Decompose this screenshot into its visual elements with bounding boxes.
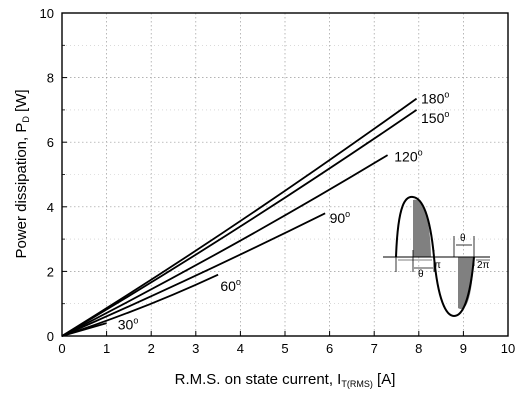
x-tick-label: 1: [103, 341, 110, 356]
degree-sign: o: [236, 277, 241, 287]
y-tick-label: 6: [47, 135, 54, 150]
x-axis-title-unit: [A]: [373, 371, 396, 388]
series-line-60: [61, 273, 219, 337]
y-tick-label: 0: [47, 329, 54, 344]
y-axis-title-main: Power dissipation, P: [13, 123, 30, 259]
degree-sign: o: [133, 316, 138, 326]
series-line-90: [61, 212, 326, 337]
series-line-180: [61, 97, 418, 337]
x-tick-label: 3: [192, 341, 199, 356]
inset-label-theta-top: θ: [460, 233, 466, 244]
degree-sign: o: [418, 148, 423, 158]
x-tick-label: 10: [501, 341, 515, 356]
inset-label-theta-bottom: θ: [418, 269, 424, 280]
x-tick-label: 2: [148, 341, 155, 356]
x-tick-label: 5: [281, 341, 288, 356]
series-label-150: 150o: [421, 109, 449, 126]
series-labels: 30o 60o 90o 120o 150o 180o: [118, 90, 450, 333]
y-axis-title-unit: [W]: [13, 89, 30, 116]
x-tick-label: 0: [58, 341, 65, 356]
axis-ticks: 0 1 2 3 4 5 6 7 8 9 10 0 2 4 6 8 10: [40, 6, 516, 356]
y-axis-title: Power dissipation, PD [W]: [13, 89, 31, 258]
inset-label-2pi: 2π: [477, 260, 490, 271]
series-line-150: [61, 109, 418, 337]
series-label-60: 60o: [220, 277, 241, 294]
inset-negative-shaded: [458, 257, 474, 310]
conduction-angle-inset: θ π θ 2π: [383, 195, 490, 318]
x-tick-label: 9: [460, 341, 467, 356]
x-tick-label: 4: [237, 341, 244, 356]
x-tick-label: 6: [326, 341, 333, 356]
x-axis-title-sub: T(RMS): [341, 379, 373, 389]
series-label-180: 180o: [421, 90, 449, 107]
degree-sign: o: [444, 109, 449, 119]
inset-label-pi: π: [434, 260, 441, 271]
degree-sign: o: [345, 209, 350, 219]
x-tick-label: 8: [415, 341, 422, 356]
series-label-30: 30o: [118, 316, 139, 333]
x-tick-label: 7: [371, 341, 378, 356]
y-axis-title-sub: D: [21, 116, 31, 123]
series-line-120: [61, 154, 389, 337]
series-label-90: 90o: [330, 209, 351, 226]
degree-sign: o: [444, 90, 449, 100]
y-tick-label: 4: [47, 200, 54, 215]
series-group: [61, 97, 418, 337]
x-axis-title: R.M.S. on state current, IT(RMS) [A]: [175, 371, 396, 389]
y-tick-label: 10: [40, 6, 54, 21]
x-axis-title-main: R.M.S. on state current, I: [175, 371, 342, 388]
inset-positive-shaded: [413, 199, 431, 257]
y-tick-label: 2: [47, 264, 54, 279]
series-label-120: 120o: [394, 148, 422, 165]
y-tick-label: 8: [47, 71, 54, 86]
grid: [62, 13, 508, 336]
